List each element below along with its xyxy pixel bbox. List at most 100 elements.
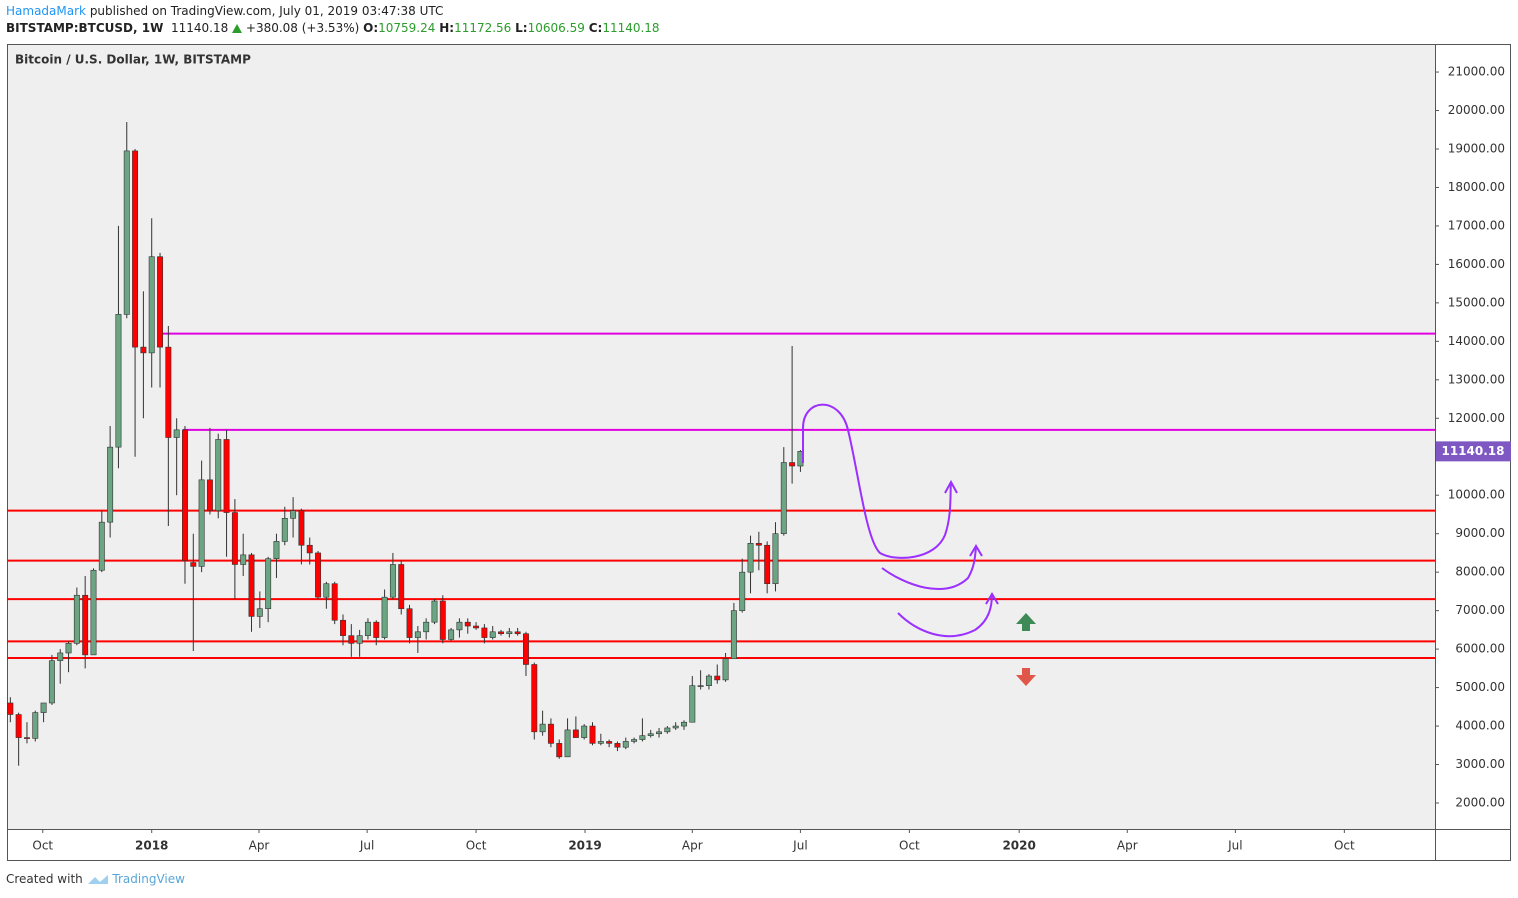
candle-body — [98, 521, 105, 571]
candle-body — [340, 619, 346, 636]
candle-body — [173, 429, 180, 438]
candle-body — [423, 621, 430, 633]
candle-body — [48, 660, 55, 704]
candle-body — [23, 737, 30, 739]
candle-body — [606, 741, 613, 744]
candle-body — [464, 621, 471, 627]
candle-body — [398, 564, 405, 610]
change: +380.08 (+3.53%) — [245, 21, 360, 35]
ohlc-label: C: — [588, 21, 603, 35]
candle-body — [65, 643, 72, 654]
y-tick-label: 17000.00 — [1448, 218, 1505, 232]
candle-body — [647, 733, 654, 736]
candle-body — [364, 621, 371, 636]
candle-body — [531, 664, 538, 733]
drawn-curve — [802, 403, 952, 559]
x-tick-label: 2018 — [135, 839, 168, 853]
up-triangle — [232, 24, 243, 33]
candle-body — [15, 714, 22, 738]
candle-body — [290, 510, 297, 519]
candle-body — [406, 608, 413, 638]
y-tick-label: 14000.00 — [1448, 334, 1505, 348]
candle-body — [498, 631, 504, 635]
user[interactable]: HamadaMark — [6, 4, 86, 18]
candle-body — [539, 723, 546, 733]
y-tick-label: 5000.00 — [1455, 680, 1505, 694]
x-tick-label: Jul — [792, 839, 807, 853]
candle-body — [689, 685, 696, 723]
candle-body — [165, 346, 172, 438]
candle-body — [747, 543, 754, 573]
logo — [87, 874, 108, 884]
candle-body — [123, 150, 130, 315]
candle-body — [705, 675, 712, 686]
candle-body — [157, 256, 163, 348]
candle-body — [780, 462, 787, 534]
publish-line: HamadaMark published on TradingView.com,… — [6, 4, 443, 18]
candle-body — [306, 544, 313, 554]
candle-body — [7, 702, 14, 715]
y-tick-label: 4000.00 — [1455, 719, 1505, 733]
candle-body — [107, 446, 114, 523]
candle-body — [240, 554, 247, 565]
candle-body — [231, 512, 238, 565]
candle-body — [148, 256, 155, 354]
candle-body — [182, 429, 188, 561]
candle-body — [556, 743, 563, 758]
candle-body — [315, 552, 322, 598]
candle-body — [115, 314, 122, 448]
candle-body — [281, 518, 288, 542]
candle-body — [381, 596, 388, 638]
x-tick-label: Oct — [32, 839, 53, 853]
ohlc-label: H: — [439, 21, 455, 35]
ohlc-label: L: — [515, 21, 528, 35]
candle-body — [589, 725, 596, 744]
x-tick-label: Apr — [1117, 839, 1138, 853]
x-tick-label: Jul — [359, 839, 374, 853]
published: published on TradingView.com, July 01, 2… — [89, 4, 444, 18]
candle-body — [57, 652, 64, 661]
candle-body — [664, 727, 671, 733]
candle-body — [265, 558, 272, 610]
x-tick-label: Apr — [682, 839, 703, 853]
marks: 2000.00 3000.00 4000.00 5000.00 6000.00 7000.… — [7, 65, 1511, 853]
up-triangle-shape — [232, 24, 243, 33]
candle-body — [82, 594, 89, 656]
candle-body — [198, 479, 205, 567]
candle-body — [439, 600, 446, 640]
candle-body — [32, 712, 39, 739]
last-price-box — [1436, 441, 1511, 462]
y-tick-label: 12000.00 — [1448, 411, 1505, 425]
candle-body — [614, 743, 621, 748]
candle-body — [656, 731, 663, 735]
candle-body — [572, 729, 579, 738]
candle-body — [547, 723, 554, 744]
logo-shape — [87, 874, 108, 884]
quote-line: BITSTAMP:BTCUSD, 1W 11140.18 +380.08 (+3… — [6, 21, 660, 35]
candle-body — [597, 741, 604, 744]
x-tick-label: 2019 — [568, 839, 601, 853]
y-tick-label: 8000.00 — [1455, 565, 1505, 579]
drawings — [802, 403, 999, 638]
footer: Created with TradingView — [6, 872, 185, 886]
drawn-curve — [897, 593, 993, 638]
candle-body — [331, 583, 338, 621]
y-tick-label: 7000.00 — [1455, 603, 1505, 617]
candle-body — [789, 462, 796, 467]
drawn-curve — [881, 546, 977, 591]
chart-title: Bitcoin / U.S. Dollar, 1W, BITSTAMP — [15, 53, 251, 67]
ohlc-value: 11140.18 — [602, 21, 660, 35]
brand[interactable]: TradingView — [112, 872, 185, 886]
candle-body — [473, 625, 480, 629]
candle-body — [764, 544, 771, 585]
candle-body — [581, 725, 588, 738]
candle-body — [639, 735, 646, 740]
candle-body — [389, 564, 396, 598]
candle-body — [73, 594, 80, 644]
x-tick-label: Jul — [1227, 839, 1242, 853]
x-tick-label: Oct — [899, 839, 920, 853]
x-tick-label: 2020 — [1002, 839, 1035, 853]
candle-body — [631, 739, 638, 742]
drawn-arrowhead — [985, 592, 999, 605]
